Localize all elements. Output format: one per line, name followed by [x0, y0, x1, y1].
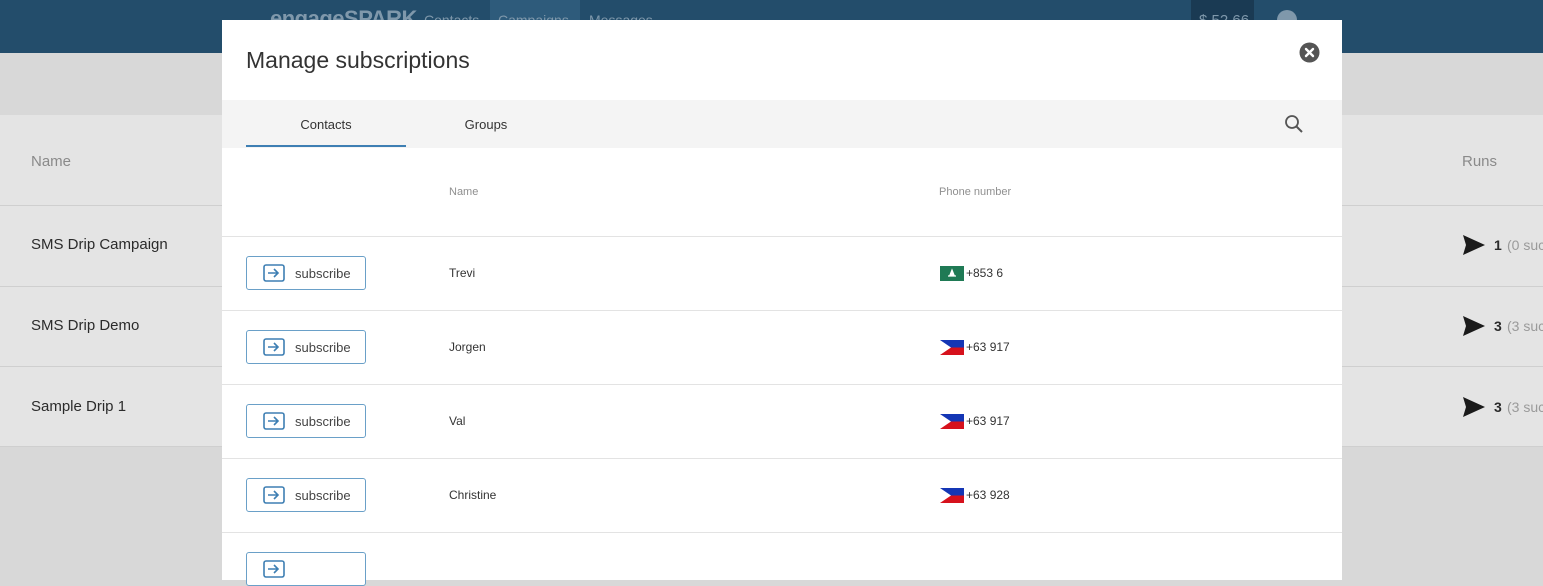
run-count: 3 [1494, 318, 1502, 334]
row-divider [222, 310, 1342, 311]
column-header: Name [449, 186, 479, 198]
subscribe-button[interactable]: subscribe [246, 478, 366, 512]
column-header: Runs [1462, 153, 1498, 170]
phone-number: +63 928 [966, 488, 1010, 502]
phone-number: +63 917 [966, 414, 1010, 428]
subscribe-button[interactable]: subscribe [246, 330, 366, 364]
campaign-name: Sample Drip 1 [31, 398, 127, 415]
column-header: Name [31, 153, 72, 170]
close-button[interactable] [1299, 42, 1320, 63]
phone-number: +63 917 [966, 340, 1010, 354]
phone-number: +853 6 [966, 266, 1004, 280]
flag [940, 340, 964, 355]
row-divider [222, 236, 1342, 237]
modal: Manage subscriptions Contacts Groups Nam… [222, 20, 1342, 586]
subscribe-button[interactable]: subscribe [246, 256, 366, 290]
modal-title: Manage subscriptions [246, 47, 470, 73]
button-label: subscribe [295, 266, 351, 281]
flag [940, 414, 964, 429]
tab-bar: Contacts Groups [222, 100, 1342, 148]
run-detail: (3 suc [1507, 318, 1543, 334]
subscribe-button[interactable] [246, 552, 366, 586]
flag [940, 266, 964, 281]
run-count: 3 [1494, 399, 1502, 415]
send-icon [1463, 397, 1485, 422]
column-header: Phone number [939, 186, 1012, 198]
tab[interactable]: Contacts [300, 117, 352, 132]
row-divider [222, 532, 1342, 533]
contact-name: Christine [449, 488, 497, 502]
contact-name: Jorgen [449, 340, 486, 354]
row-divider [222, 458, 1342, 459]
send-icon [1463, 235, 1485, 260]
run-detail: (3 suc [1507, 399, 1543, 415]
campaign-name: SMS Drip Demo [31, 317, 140, 334]
flag [940, 488, 964, 503]
row-divider [222, 384, 1342, 385]
contact-name: Val [449, 414, 466, 428]
button-label: subscribe [295, 340, 351, 355]
run-count: 1 [1494, 237, 1502, 253]
subscribe-button[interactable]: subscribe [246, 404, 366, 438]
button-label: subscribe [295, 414, 351, 429]
tab-underline [246, 145, 406, 147]
contact-name: Trevi [449, 266, 476, 280]
button-label: subscribe [295, 488, 351, 503]
tab[interactable]: Groups [464, 117, 508, 132]
run-detail: (0 suc [1507, 237, 1543, 253]
send-icon [1463, 316, 1485, 341]
campaign-name: SMS Drip Campaign [31, 236, 168, 253]
search-button[interactable] [1284, 114, 1304, 134]
